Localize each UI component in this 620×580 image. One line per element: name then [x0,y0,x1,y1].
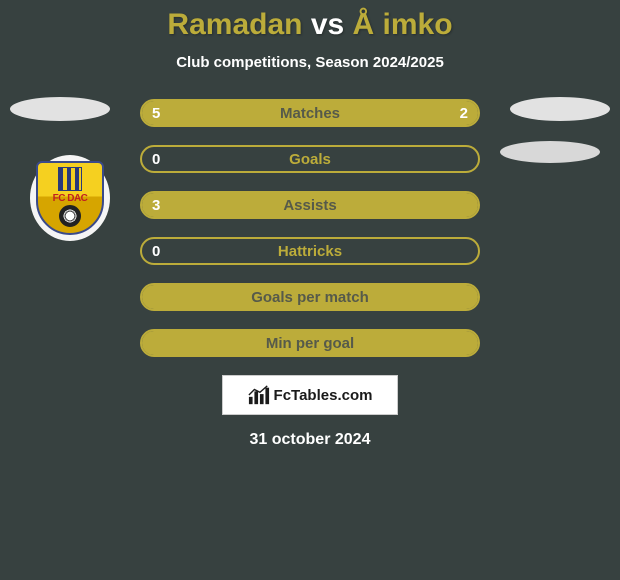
player-avatar-right [500,141,600,163]
branding-box: FcTables.com [222,375,398,415]
branding-text: FcTables.com [274,387,373,404]
badge-shield: FC DAC [36,161,104,235]
chart-area: FC DAC 52Matches 0Goals 3Assists 0Hattricks… [0,99,620,357]
subtitle: Club competitions, Season 2024/2025 [0,54,620,71]
comparison-title: Ramadan vs Å imko [0,0,620,42]
club-badge-left: FC DAC [30,155,110,241]
bar-label: Min per goal [142,335,478,352]
stat-bar: Goals per match [140,283,480,311]
branding-content: FcTables.com [248,385,373,405]
stat-bar: 0Goals [140,145,480,173]
stat-bar: 3Assists [140,191,480,219]
stat-bar: 52Matches [140,99,480,127]
badge-stripes [58,167,82,191]
title-player-right: Å imko [353,8,453,41]
title-vs: vs [311,8,344,41]
player-avatar-left-shadow [10,97,110,121]
bar-chart-icon [248,385,270,405]
title-player-left: Ramadan [167,8,302,41]
date-label: 31 october 2024 [0,431,620,449]
bar-label: Goals per match [142,289,478,306]
bar-label: Goals [142,151,478,168]
bar-label: Matches [142,105,478,122]
fc-dac-badge: FC DAC [36,161,104,235]
bar-label: Hattricks [142,243,478,260]
badge-text: FC DAC [38,193,102,204]
stat-bar: 0Hattricks [140,237,480,265]
bar-label: Assists [142,197,478,214]
badge-ball-icon [59,205,81,227]
stat-bar: Min per goal [140,329,480,357]
player-avatar-right-shadow [510,97,610,121]
